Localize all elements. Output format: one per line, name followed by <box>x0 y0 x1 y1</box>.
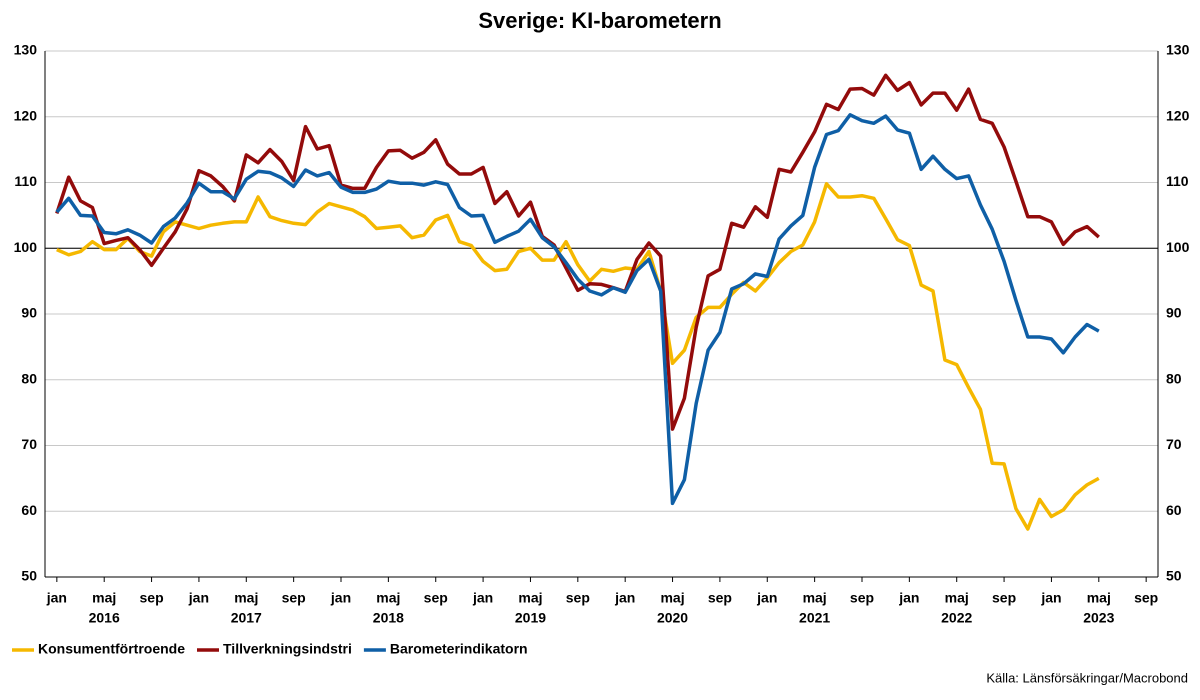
y-tick-label: 70 <box>21 436 37 452</box>
x-tick-label: sep <box>424 590 448 606</box>
chart-title: Sverige: KI-barometern <box>478 8 721 33</box>
year-label: 2020 <box>657 610 688 626</box>
x-tick-label: jan <box>330 590 351 606</box>
x-tick-label: jan <box>614 590 635 606</box>
x-tick-label: sep <box>566 590 590 606</box>
year-label: 2022 <box>941 610 972 626</box>
x-tick-label: jan <box>46 590 67 606</box>
year-label: 2019 <box>515 610 546 626</box>
legend-label: Tillverkningsindstri <box>223 641 352 657</box>
year-label: 2023 <box>1083 610 1114 626</box>
y-tick-label: 110 <box>14 173 37 189</box>
x-tick-label: sep <box>992 590 1016 606</box>
x-tick-label: jan <box>472 590 493 606</box>
x-tick-label: maj <box>1087 590 1111 606</box>
y-tick-label-right: 50 <box>1166 568 1182 584</box>
x-tick-label: maj <box>234 590 258 606</box>
year-label: 2021 <box>799 610 830 626</box>
y-tick-label-right: 110 <box>1166 173 1189 189</box>
y-tick-label: 90 <box>21 305 37 321</box>
x-tick-label: maj <box>518 590 542 606</box>
y-tick-label: 60 <box>21 502 37 518</box>
year-label: 2018 <box>373 610 404 626</box>
x-tick-label: jan <box>1040 590 1061 606</box>
y-tick-label-right: 80 <box>1166 370 1182 386</box>
series-line <box>56 182 1100 531</box>
x-tick-label: sep <box>282 590 306 606</box>
series-line <box>55 73 1100 431</box>
x-tick-label: maj <box>803 590 827 606</box>
y-tick-label-right: 70 <box>1166 436 1182 452</box>
y-tick-label-right: 90 <box>1166 305 1182 321</box>
x-tick-label: sep <box>708 590 732 606</box>
series-line <box>55 113 1100 506</box>
year-label: 2016 <box>89 610 120 626</box>
source-note: Källa: Länsförsäkringar/Macrobond <box>986 670 1188 685</box>
y-tick-label-right: 60 <box>1166 502 1182 518</box>
x-tick-label: jan <box>756 590 777 606</box>
x-tick-label: maj <box>376 590 400 606</box>
y-tick-label-right: 100 <box>1166 239 1190 255</box>
x-tick-label: jan <box>898 590 919 606</box>
legend-label: Barometerindikatorn <box>390 641 528 657</box>
x-tick-label: jan <box>188 590 209 606</box>
y-tick-label: 50 <box>21 568 37 584</box>
y-tick-label: 120 <box>14 107 38 123</box>
y-tick-label: 100 <box>14 239 38 255</box>
y-tick-label-right: 120 <box>1166 107 1190 123</box>
legend-label: Konsumentförtroende <box>38 641 185 657</box>
x-tick-label: sep <box>140 590 164 606</box>
y-tick-label: 80 <box>21 370 37 386</box>
x-tick-label: maj <box>945 590 969 606</box>
x-tick-label: sep <box>850 590 874 606</box>
x-tick-label: maj <box>92 590 116 606</box>
y-tick-label: 130 <box>14 42 38 58</box>
x-tick-label: maj <box>660 590 684 606</box>
x-tick-label: sep <box>1134 590 1158 606</box>
y-tick-label-right: 130 <box>1166 42 1190 58</box>
year-label: 2017 <box>231 610 262 626</box>
